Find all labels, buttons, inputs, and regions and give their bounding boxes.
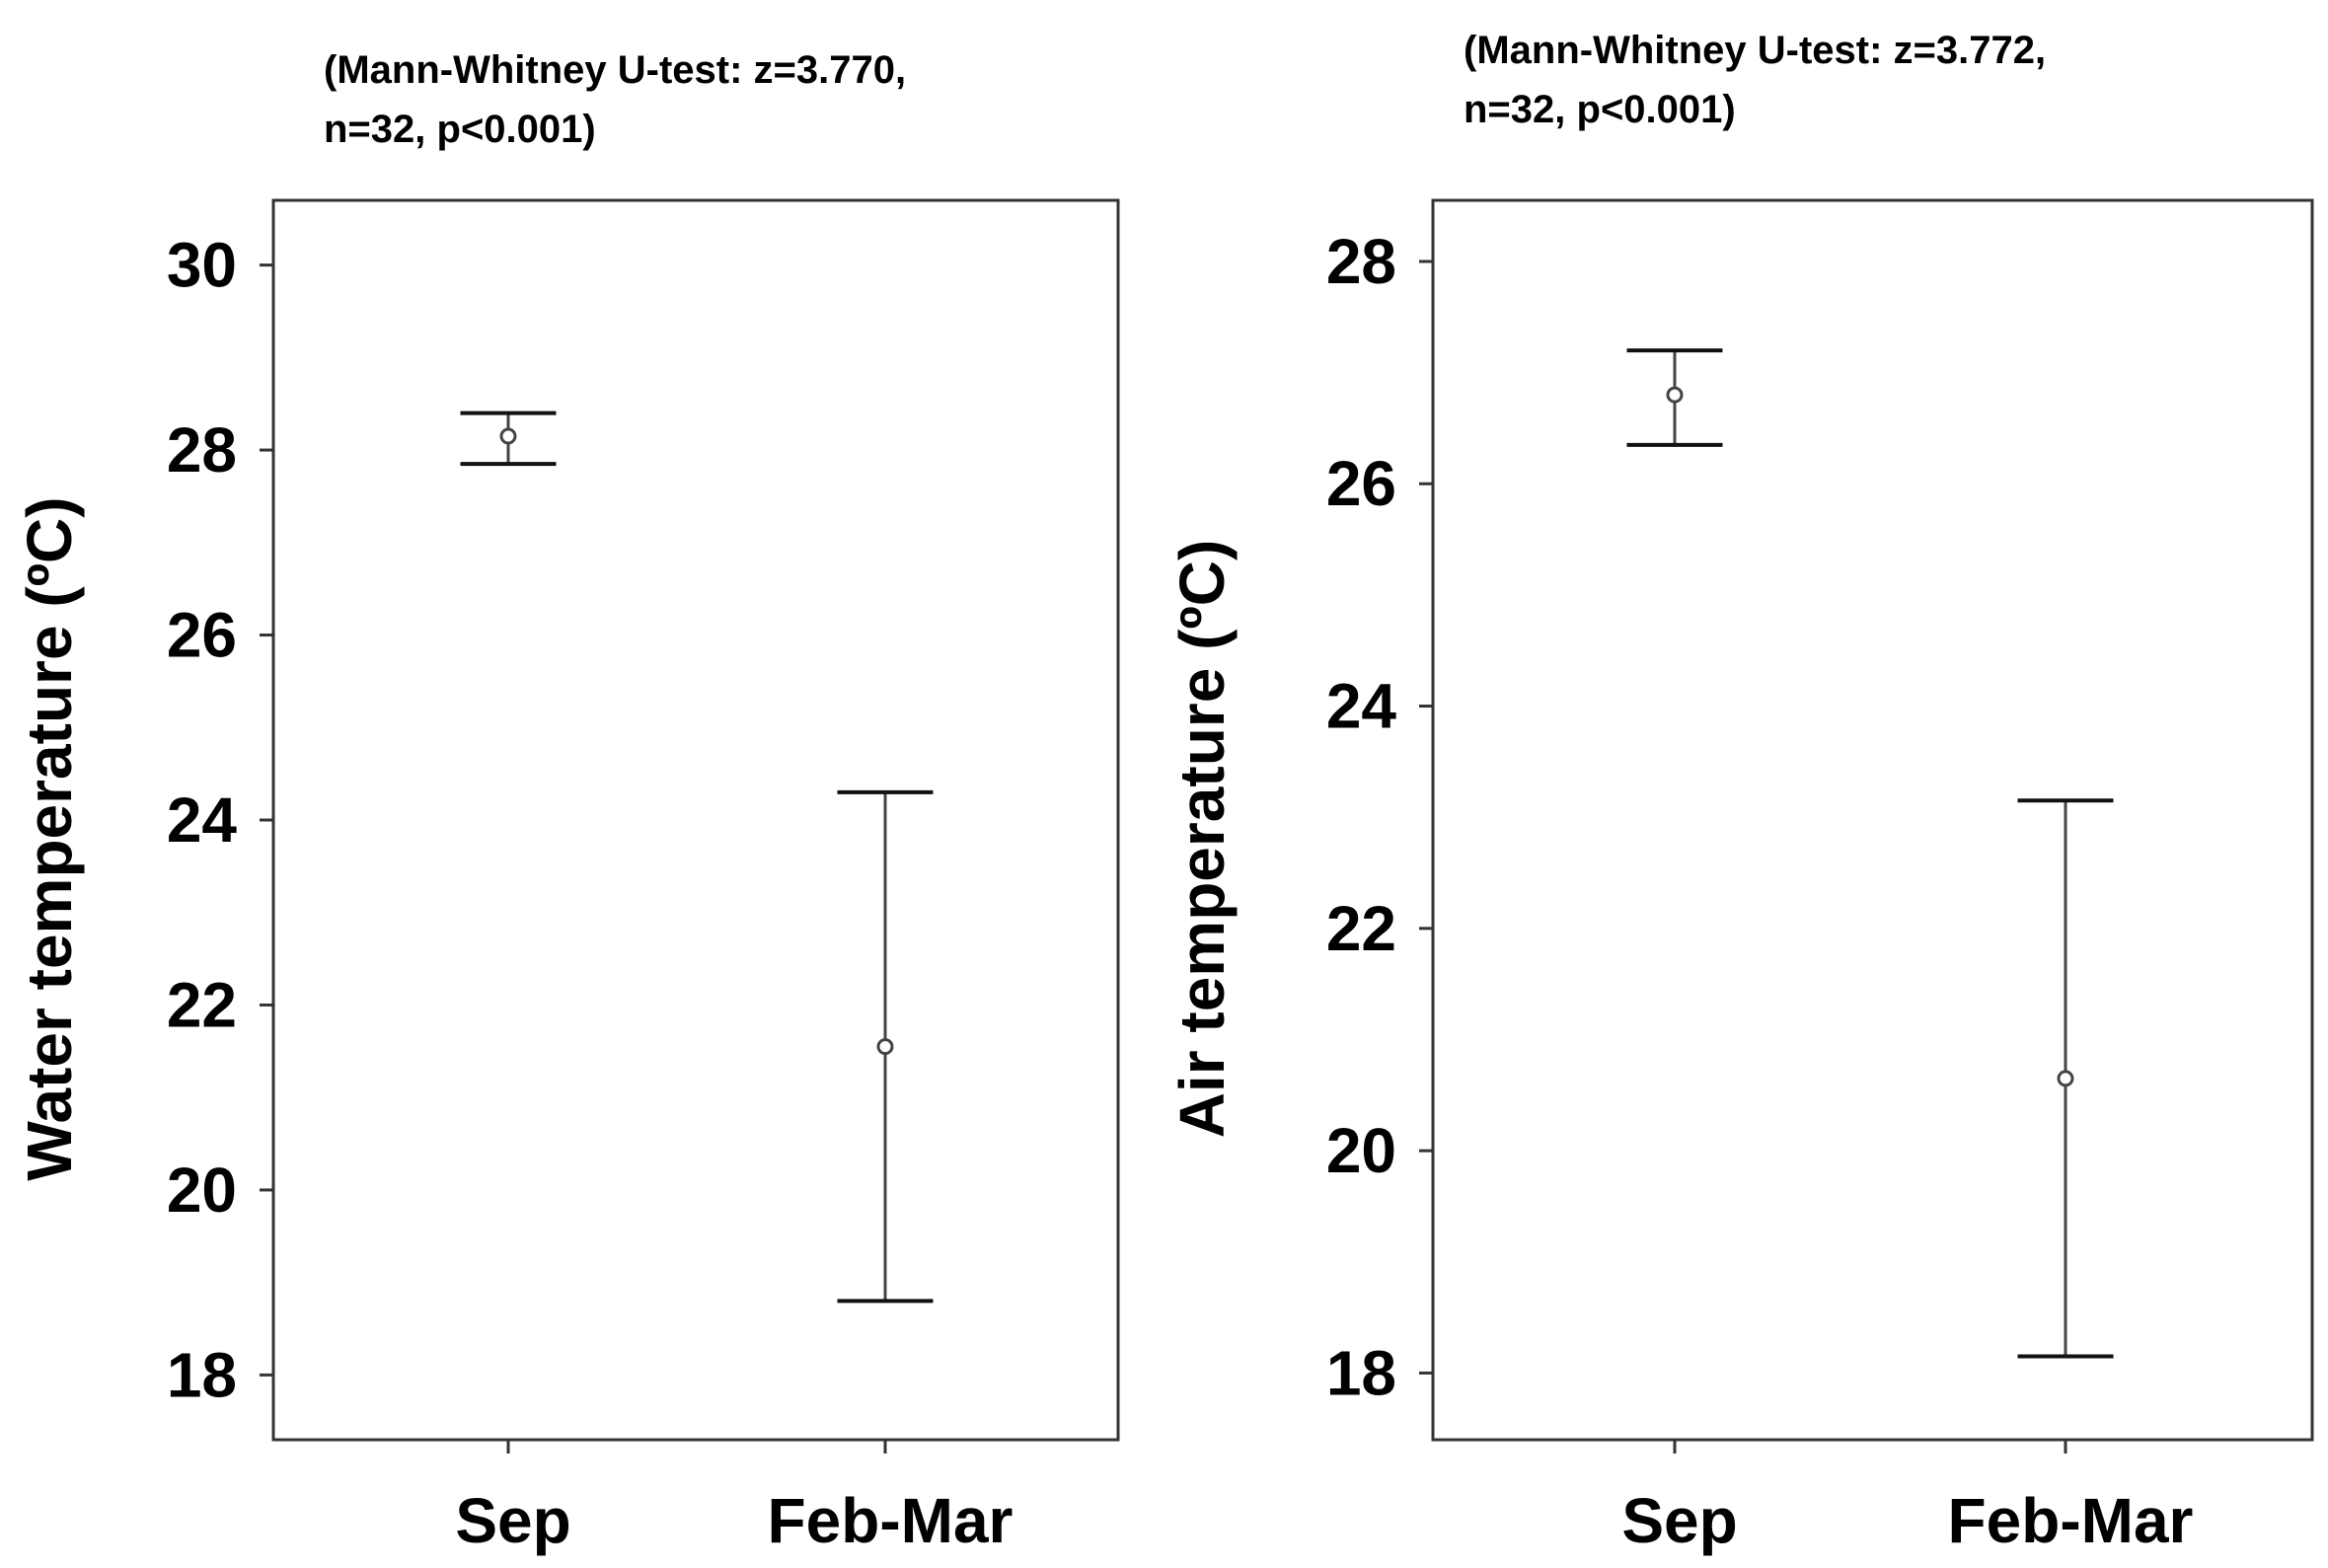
x-tick-label: Sep [455, 1485, 570, 1556]
mean-marker [2057, 1070, 2074, 1087]
chart-panel-1: (Mann-Whitney U-test: z=3.770, n=32, p<0.… [14, 48, 1120, 1556]
y-axis-title: Water temperature (ºC) [14, 496, 85, 1180]
x-tick-label: Sep [1621, 1485, 1737, 1556]
error-bar-sep [1626, 348, 1723, 447]
y-tick-label: 28 [167, 414, 237, 485]
stats-annotation-line: n=32, p<0.001) [324, 108, 596, 151]
y-tick-label: 28 [1326, 226, 1396, 297]
y-tick-label: 22 [1326, 893, 1396, 964]
x-tick-label: Feb-Mar [1948, 1485, 2194, 1556]
stats-annotation-line: (Mann-Whitney U-test: z=3.770, [324, 48, 906, 92]
y-tick-label: 22 [167, 969, 237, 1040]
error-bar-feb-mar [837, 789, 934, 1304]
stats-annotation-line: (Mann-Whitney U-test: z=3.772, [1464, 29, 2046, 72]
x-tick-label: Feb-Mar [768, 1485, 1014, 1556]
chart-panel-2: (Mann-Whitney U-test: z=3.772, n=32, p<0.… [1166, 29, 2314, 1556]
y-tick-label: 20 [1326, 1115, 1396, 1186]
stats-annotation-line: n=32, p<0.001) [1464, 88, 1736, 131]
y-tick-label: 26 [1326, 448, 1396, 519]
plot-frame [271, 198, 1120, 1442]
mean-marker [1666, 386, 1684, 404]
y-tick-label: 20 [167, 1155, 237, 1226]
y-tick-label: 26 [167, 600, 237, 671]
y-tick-label: 24 [167, 784, 238, 856]
y-axis-title: Air temperature (ºC) [1166, 540, 1238, 1139]
mean-marker [499, 427, 517, 445]
y-tick-label: 30 [167, 230, 237, 301]
y-tick-label: 24 [1326, 671, 1397, 742]
y-tick-label: 18 [1326, 1337, 1396, 1408]
plot-frame [1431, 198, 2314, 1442]
error-bar-feb-mar [2017, 798, 2114, 1359]
mean-marker [876, 1038, 894, 1056]
error-bar-sep [460, 411, 557, 467]
y-tick-label: 18 [167, 1339, 237, 1410]
